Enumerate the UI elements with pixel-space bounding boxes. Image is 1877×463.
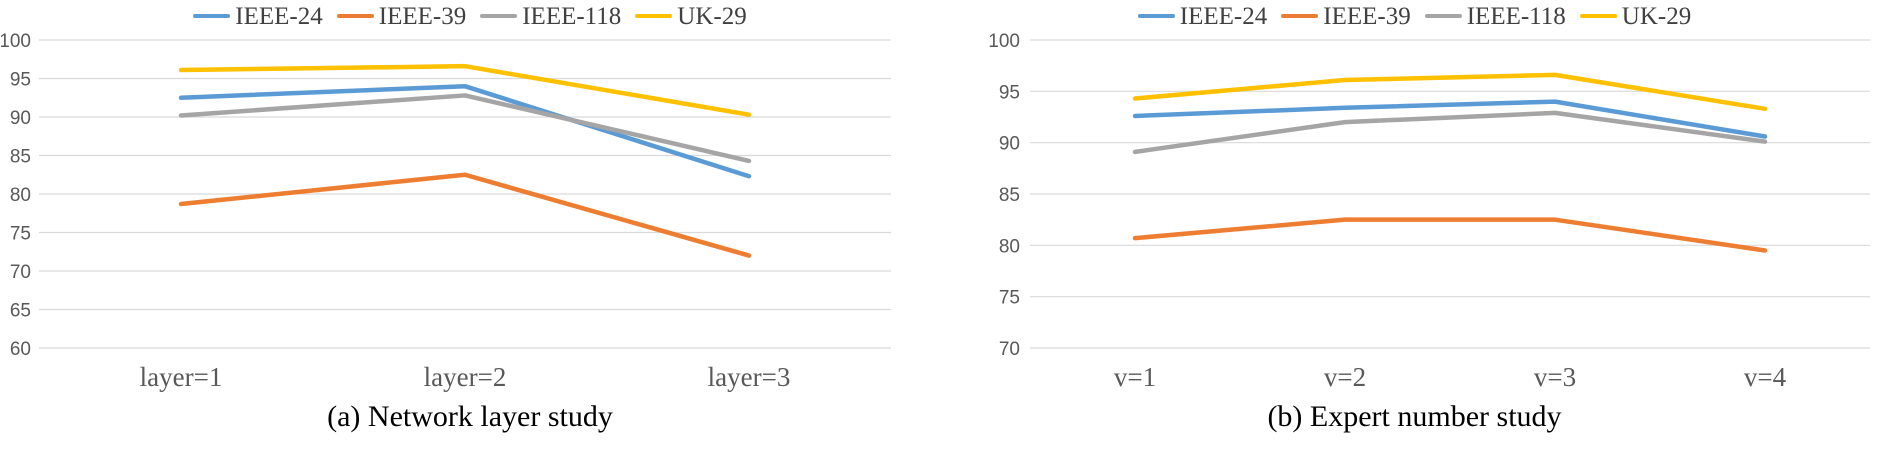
legend-line-swatch [1424, 13, 1462, 19]
series-line-ieee-118 [1132, 110, 1768, 155]
y-tick-label: 75 [10, 224, 31, 245]
y-tick-label: 80 [999, 236, 1020, 257]
series-line-uk-29 [178, 63, 752, 117]
ablation-figure: IEEE-24 IEEE-39 IEEE-118 UK-29 100 95 90 85 80 7… [0, 2, 1877, 434]
y-tick-label: 95 [10, 70, 31, 91]
line-chart-network-layer: 100 95 90 85 80 75 70 65 60 layer=1 layer=2 layer=3 [1, 31, 891, 392]
legend-line-swatch [193, 13, 231, 19]
x-axis-label: v=2 [1324, 362, 1366, 392]
caption-expert-number: (b) Expert number study [1267, 400, 1562, 433]
y-tick-label: 70 [10, 262, 31, 283]
series-line-ieee-24 [1132, 99, 1768, 139]
legend-item: IEEE-24 [193, 2, 323, 30]
series-line-ieee-39 [178, 172, 752, 258]
y-tick-label: 60 [10, 339, 31, 360]
legend-item: IEEE-118 [1424, 2, 1566, 30]
y-tick-label: 100 [1, 31, 31, 52]
y-tick-label: 90 [999, 134, 1020, 155]
series-line-ieee-24 [178, 83, 752, 179]
x-axis-label: layer=1 [140, 362, 223, 392]
y-tick-label: 85 [10, 147, 31, 168]
chart-panel-network-layer: IEEE-24 IEEE-39 IEEE-118 UK-29 100 95 90 85 80 7… [0, 2, 940, 434]
y-tick-label: 100 [988, 31, 1020, 52]
y-tick-label: 95 [999, 82, 1020, 103]
y-tick-label: 75 [999, 288, 1020, 309]
legend-label: IEEE-118 [1466, 2, 1566, 30]
legend-line-swatch [1137, 13, 1175, 19]
x-axis-label: layer=2 [424, 362, 507, 392]
x-axis-label: v=1 [1114, 362, 1156, 392]
legend-line-swatch [635, 13, 673, 19]
y-tick-label: 80 [10, 185, 31, 206]
caption-network-layer: (a) Network layer study [327, 400, 613, 433]
legend-item: IEEE-39 [1281, 2, 1411, 30]
y-tick-label: 70 [999, 339, 1020, 360]
legend-label: IEEE-39 [1323, 2, 1411, 30]
x-axis-label: v=4 [1744, 362, 1787, 392]
legend-line-swatch [480, 13, 518, 19]
legend-line-swatch [1579, 13, 1617, 19]
legend-line-swatch [1281, 13, 1319, 19]
legend-expert-number: IEEE-24 IEEE-39 IEEE-118 UK-29 [1137, 2, 1692, 30]
line-chart-expert-number: 100 95 90 85 80 75 70 v=1 v=2 v=3 v=4 [988, 31, 1870, 392]
series-line-uk-29 [1132, 72, 1768, 112]
chart-panel-expert-number: IEEE-24 IEEE-39 IEEE-118 UK-29 100 95 90 85 80 7… [952, 2, 1877, 434]
x-axis-label: layer=3 [708, 362, 791, 392]
legend-label: IEEE-118 [522, 2, 622, 30]
legend-item: UK-29 [1579, 2, 1692, 30]
legend-network-layer: IEEE-24 IEEE-39 IEEE-118 UK-29 [193, 2, 747, 30]
series-line-ieee-39 [1132, 217, 1768, 253]
legend-label: UK-29 [677, 2, 747, 30]
legend-item: IEEE-39 [336, 2, 467, 30]
y-tick-label: 90 [10, 108, 31, 129]
legend-label: IEEE-24 [1179, 2, 1268, 30]
x-axis-label: v=3 [1534, 362, 1576, 392]
y-tick-label: 85 [999, 185, 1020, 206]
y-tick-label: 65 [10, 301, 31, 322]
legend-label: IEEE-24 [235, 2, 323, 30]
legend-label: UK-29 [1621, 2, 1692, 30]
legend-label: IEEE-39 [378, 2, 467, 30]
series-line-ieee-118 [178, 93, 752, 164]
legend-line-swatch [336, 13, 374, 19]
legend-item: UK-29 [635, 2, 747, 30]
legend-item: IEEE-118 [480, 4, 621, 29]
legend-item: IEEE-24 [1137, 2, 1268, 30]
